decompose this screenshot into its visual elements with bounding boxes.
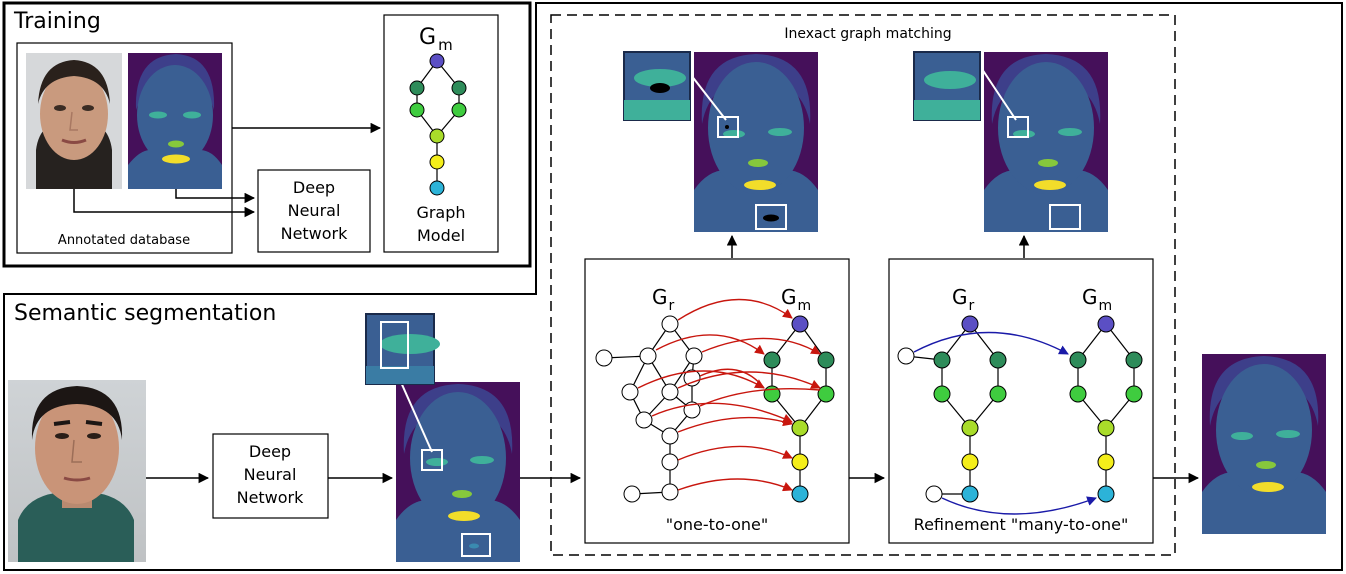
one-to-one-gm-label: Gm: [781, 285, 811, 314]
training-segmentation-map: [128, 53, 222, 189]
graph-model-label-2: Model: [417, 226, 465, 245]
segmentation-dnn-box: [212, 433, 329, 519]
refined-result-map: [913, 51, 1108, 232]
graph-model-label-1: Graph: [416, 203, 465, 222]
raw-map-zoom-inset: [365, 313, 440, 453]
segmentation-dnn-line3: Network: [237, 488, 305, 507]
one-to-one-result-map: [623, 51, 818, 232]
one-to-one-graph-gm: [763, 315, 835, 503]
training-dnn-line2: Neural: [288, 201, 341, 220]
photo-to-dnn-arrow: [73, 189, 256, 218]
map-to-dnn-arrow: [175, 189, 256, 204]
input-face-photo: [8, 380, 146, 562]
one-to-one-red-mappings: [637, 298, 821, 492]
refinement-gm-label: Gm: [1082, 285, 1112, 314]
training-dnn-line3: Network: [281, 224, 349, 243]
matching-title: Inexact graph matching: [784, 26, 951, 42]
refinement-blue-mappings: [913, 331, 1097, 515]
final-segmentation-map: [1202, 354, 1326, 534]
segmentation-dnn-line2: Neural: [244, 465, 297, 484]
training-dnn-box: [257, 169, 371, 253]
training-face-photo: [26, 53, 122, 189]
one-to-one-caption: "one-to-one": [666, 515, 768, 534]
segmentation-title: Semantic segmentation: [14, 301, 276, 326]
refinement-graph-gr: [897, 315, 1007, 503]
segmentation-dnn-line1: Deep: [249, 442, 291, 461]
refinement-graph-gm: [1069, 315, 1143, 503]
refinement-caption: Refinement "many-to-one": [914, 515, 1129, 534]
graph-matching-panel: Inexact graph matching: [550, 14, 1176, 556]
training-panel: Training Annotated database: [2, 1, 532, 268]
training-dnn-line1: Deep: [293, 178, 335, 197]
annotated-database-caption: Annotated database: [58, 233, 190, 248]
raw-segmentation-map: [396, 382, 520, 562]
refinement-gr-label: Gr: [952, 285, 975, 314]
training-title: Training: [13, 9, 101, 34]
one-to-one-gr-label: Gr: [652, 285, 675, 314]
one-to-one-graph-gr: [595, 315, 703, 503]
segmentation-panel: Semantic segmentation Deep Neural Networ…: [3, 2, 1343, 571]
training-graph: [409, 53, 467, 196]
